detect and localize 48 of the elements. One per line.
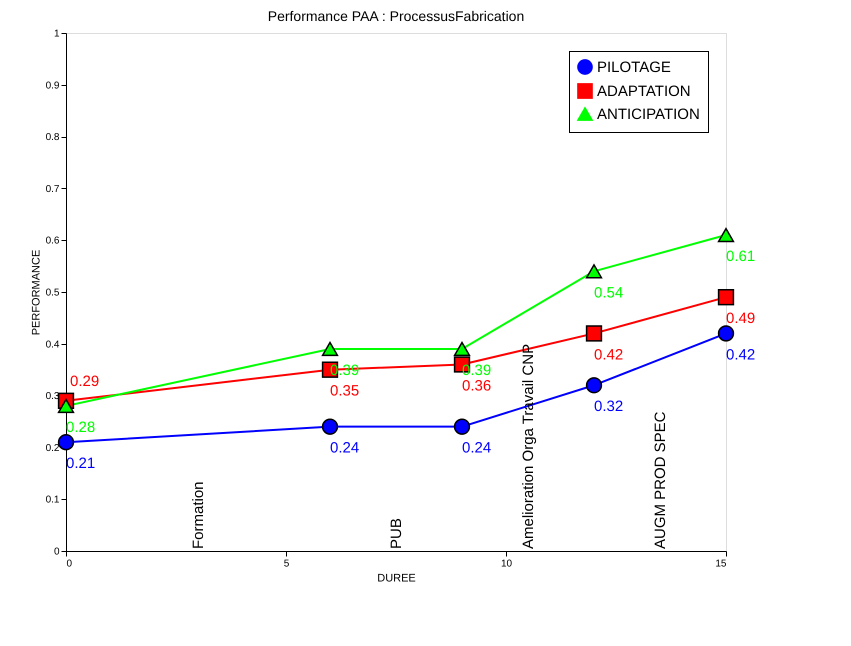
point (454, 342, 470, 356)
data-label: 0.24 (462, 440, 492, 457)
y-tick-label: 0.6 (46, 236, 60, 247)
annotation: Amelioration Orga Travail CNP (520, 344, 537, 549)
data-label: 0.49 (726, 310, 756, 328)
point (586, 377, 602, 394)
x-tick-label: 10 (500, 558, 512, 570)
point (586, 264, 602, 278)
y-tick-label: 0.5 (46, 288, 60, 298)
data-label: 0.36 (462, 378, 492, 395)
y-tick-label: 0.8 (46, 132, 60, 144)
legend-label: PILOTAGE (597, 59, 671, 76)
point (322, 342, 338, 356)
data-label: 0.32 (594, 398, 624, 416)
point (322, 418, 338, 435)
point (718, 228, 734, 242)
data-label: 0.39 (462, 362, 492, 379)
x-tick-label: 0 (66, 558, 72, 570)
annotation: Formation (190, 481, 207, 549)
legend-label: ANTICIPATION (597, 106, 700, 123)
data-label: 0.24 (330, 440, 360, 457)
y-tick-label: 1 (54, 28, 60, 40)
data-label: 0.29 (70, 372, 100, 390)
annotation: AUGM PROD SPEC (652, 411, 669, 549)
x-tick-label: 15 (715, 558, 727, 570)
point (58, 398, 74, 414)
annotation: PUB (388, 518, 405, 549)
data-label: 0.35 (330, 382, 360, 400)
data-label: 0.61 (726, 248, 756, 266)
y-tick-label: 0.1 (46, 494, 60, 506)
y-tick-label: 0.4 (46, 339, 60, 350)
data-label: 0.54 (594, 284, 624, 302)
point (58, 434, 74, 450)
y-tick-label: 0.2 (46, 442, 60, 454)
chart-title: Performance PAA : ProcessusFabrication (268, 8, 524, 24)
data-label: 0.42 (594, 346, 624, 364)
point (718, 289, 734, 306)
y-tick-label: 0 (54, 546, 60, 558)
point (454, 418, 470, 435)
y-tick-label: 0.7 (46, 184, 60, 195)
y-axis-title: PERFORMANCE (30, 250, 43, 336)
point (586, 325, 602, 342)
x-axis-title: DUREE (377, 572, 416, 584)
point (718, 325, 734, 342)
x-tick-label: 5 (284, 558, 290, 570)
data-label: 0.42 (726, 346, 756, 364)
y-tick-label: 0.9 (46, 80, 60, 92)
legend-label: ADAPTATION (597, 83, 691, 100)
